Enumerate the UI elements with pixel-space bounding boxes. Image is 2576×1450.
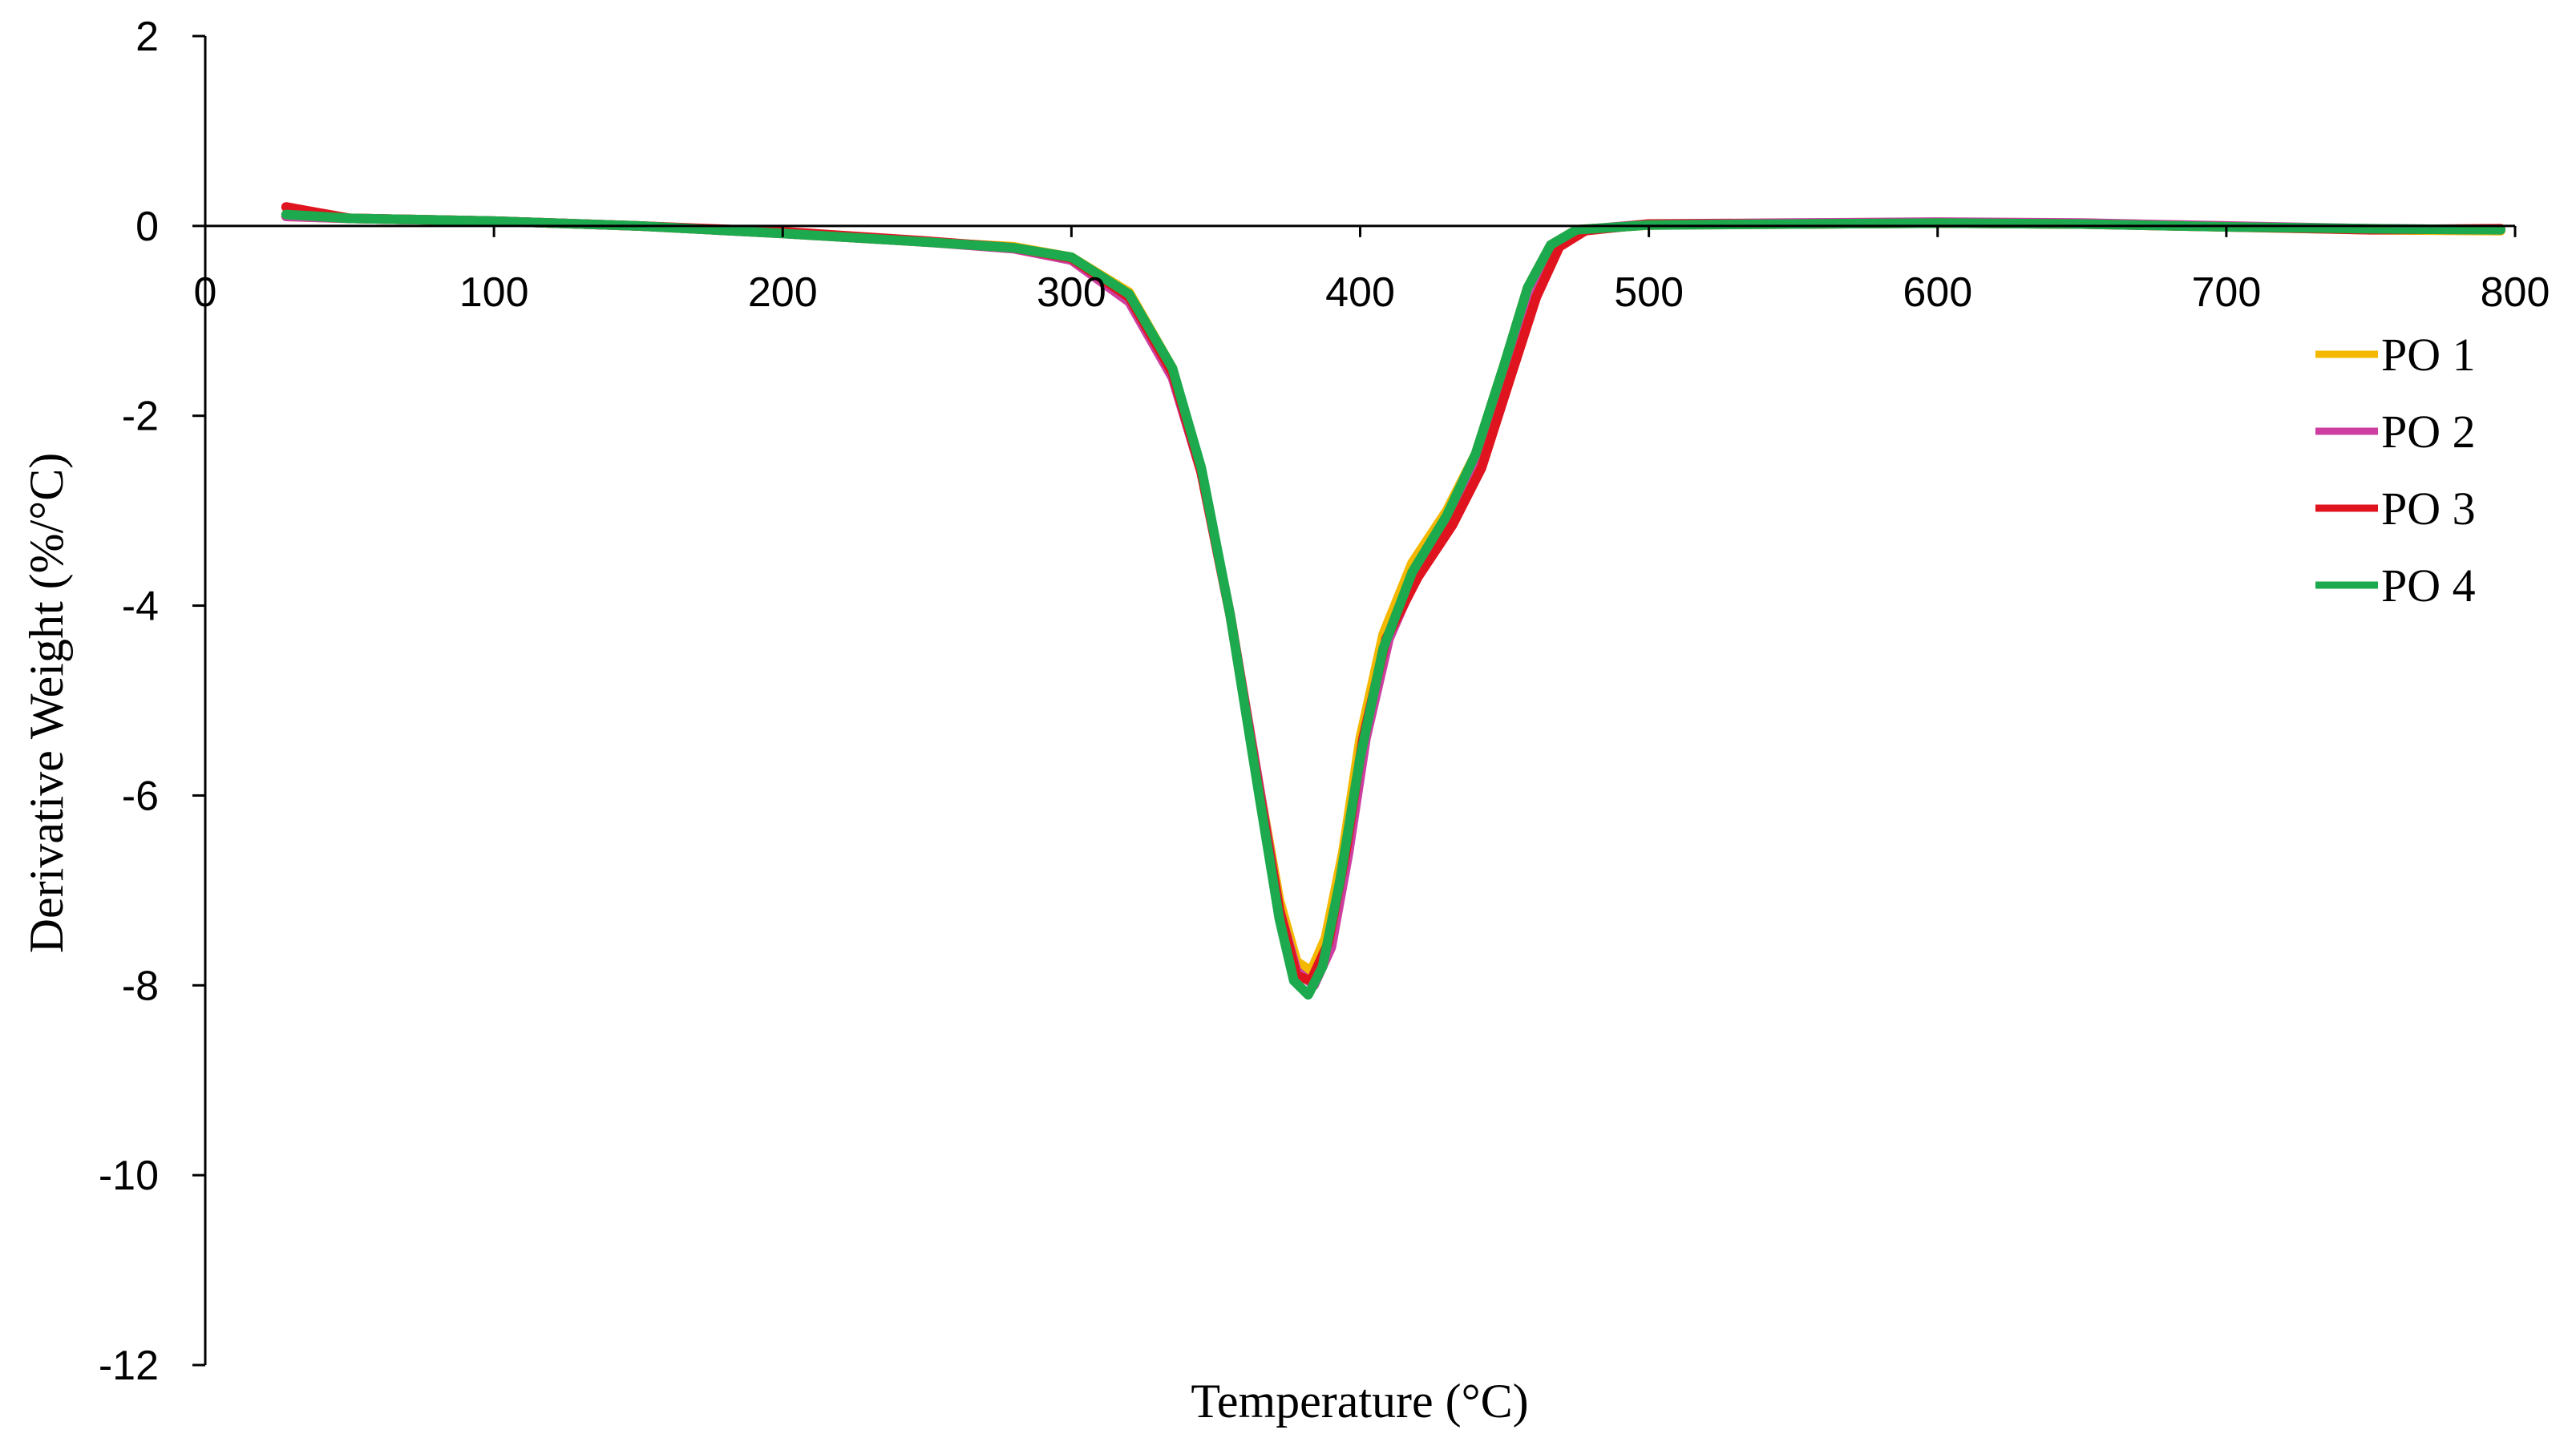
y-tick-label: -4 [122, 584, 159, 630]
y-tick-label: -10 [99, 1153, 159, 1199]
y-tick-label: -6 [122, 773, 159, 819]
x-tick-label: 800 [2481, 269, 2550, 316]
series-layer [281, 202, 2505, 1000]
x-tick-label: 300 [1037, 269, 1106, 316]
legend-label: PO 2 [2381, 406, 2476, 458]
legend: PO 1 PO 2 PO 3 PO 4 [2315, 329, 2476, 612]
y-tick-label: -8 [122, 963, 159, 1009]
x-tick-label: 500 [1614, 269, 1684, 316]
x-tick-label: 600 [1903, 269, 1972, 316]
y-tick-label: 0 [135, 204, 159, 250]
legend-label: PO 3 [2381, 483, 2476, 535]
series-line-po-4 [281, 209, 2505, 1000]
x-tick-label: 700 [2191, 269, 2261, 316]
legend-label: PO 4 [2381, 559, 2476, 612]
y-tick-label: 2 [135, 14, 159, 60]
legend-label: PO 1 [2381, 329, 2476, 381]
x-tick-label: 0 [194, 269, 217, 316]
series-line-po-3 [281, 202, 2505, 986]
x-tick-label: 400 [1325, 269, 1395, 316]
x-tick-label: 200 [748, 269, 818, 316]
x-tick-label: 100 [459, 269, 529, 316]
axes-layer: 2 0 -2 -4 -6 -8 -10 -12 0 100 200 300 400 500 600 700 80… [99, 14, 2550, 1389]
y-tick-label: -12 [99, 1343, 159, 1389]
y-tick-label: -2 [122, 394, 159, 440]
x-axis-title: Temperature (°C) [1191, 1375, 1528, 1428]
series-line-po-1 [281, 212, 2505, 976]
y-axis-title: Derivative Weight (%/°C) [20, 453, 73, 954]
